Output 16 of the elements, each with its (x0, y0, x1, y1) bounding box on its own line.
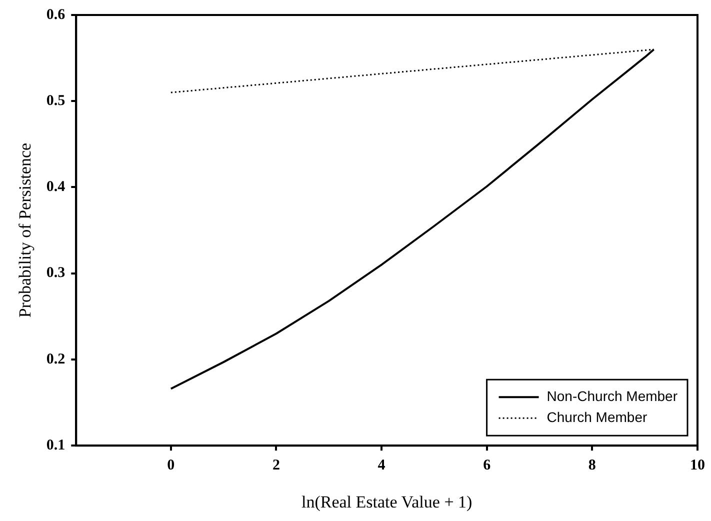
y-tick-label: 0.4 (46, 179, 66, 196)
y-tick-label: 0.5 (46, 92, 66, 109)
x-tick-label: 8 (588, 457, 596, 474)
x-tick-label: 6 (483, 457, 492, 474)
legend-label: Non-Church Member (546, 388, 678, 404)
x-tick-label: 0 (167, 457, 175, 474)
x-tick-label: 2 (272, 457, 280, 474)
y-tick-label: 0.3 (46, 265, 66, 282)
y-axis-title: Probability of Persistence (16, 142, 35, 318)
x-tick-label: 10 (690, 457, 705, 474)
y-tick-label: 0.1 (46, 437, 66, 454)
x-tick-label: 4 (378, 457, 386, 474)
legend-label: Church Member (546, 408, 648, 425)
x-axis-title: ln(Real Estate Value + 1) (301, 492, 472, 512)
y-tick-label: 0.6 (46, 6, 66, 23)
y-tick-label: 0.2 (46, 351, 66, 368)
